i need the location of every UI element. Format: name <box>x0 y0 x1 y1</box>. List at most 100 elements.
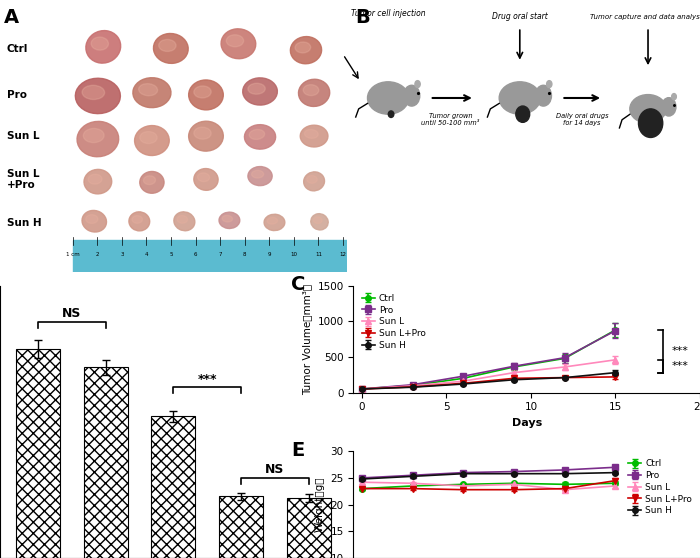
Bar <box>73 239 346 272</box>
Bar <box>219 496 263 558</box>
Text: 6: 6 <box>194 252 197 257</box>
Ellipse shape <box>174 212 195 231</box>
Text: Sun L: Sun L <box>7 131 39 141</box>
Text: Drug oral start: Drug oral start <box>492 12 547 21</box>
Text: Daily oral drugs
for 14 days: Daily oral drugs for 14 days <box>556 113 608 126</box>
Text: 4: 4 <box>145 252 148 257</box>
Ellipse shape <box>516 106 530 122</box>
Ellipse shape <box>88 174 102 184</box>
Ellipse shape <box>300 125 328 147</box>
Ellipse shape <box>194 169 218 190</box>
Ellipse shape <box>82 85 104 99</box>
Ellipse shape <box>415 81 420 88</box>
X-axis label: Days: Days <box>512 418 542 428</box>
Bar <box>16 349 60 558</box>
Ellipse shape <box>188 121 223 151</box>
Ellipse shape <box>132 215 142 223</box>
Ellipse shape <box>311 214 328 230</box>
Text: 9: 9 <box>267 252 271 257</box>
Ellipse shape <box>267 218 277 224</box>
Ellipse shape <box>189 80 223 110</box>
Ellipse shape <box>84 170 112 194</box>
Text: B: B <box>355 8 370 27</box>
Text: ***: *** <box>671 361 688 371</box>
Text: 10: 10 <box>290 252 298 257</box>
Ellipse shape <box>86 215 98 223</box>
Ellipse shape <box>638 109 663 137</box>
Ellipse shape <box>249 129 265 140</box>
Text: Tumor cell injection: Tumor cell injection <box>351 9 426 18</box>
Legend: Ctrl, Pro, Sun L, Sun L+Pro, Sun H: Ctrl, Pro, Sun L, Sun L+Pro, Sun H <box>624 456 696 519</box>
Ellipse shape <box>82 210 106 232</box>
Ellipse shape <box>404 85 420 106</box>
Text: Tumor grown
until 50-100 mm³: Tumor grown until 50-100 mm³ <box>421 113 480 126</box>
Bar <box>151 416 195 558</box>
Text: 3: 3 <box>120 252 124 257</box>
Ellipse shape <box>499 82 540 114</box>
Ellipse shape <box>77 122 119 157</box>
Ellipse shape <box>194 127 211 139</box>
Text: E: E <box>291 441 304 460</box>
Bar <box>83 368 127 558</box>
Text: 8: 8 <box>243 252 246 257</box>
Ellipse shape <box>303 85 319 95</box>
Ellipse shape <box>159 40 176 51</box>
Ellipse shape <box>144 176 155 185</box>
Bar <box>287 498 331 558</box>
Text: 5: 5 <box>169 252 173 257</box>
Ellipse shape <box>248 167 272 186</box>
Y-axis label: Tumor Volume（mm³）: Tumor Volume（mm³） <box>302 283 312 395</box>
Text: NS: NS <box>265 463 285 477</box>
Ellipse shape <box>295 42 311 53</box>
Ellipse shape <box>307 176 317 183</box>
Ellipse shape <box>368 82 409 114</box>
Text: A: A <box>4 8 19 27</box>
Text: ***: *** <box>197 373 217 386</box>
Text: Sun L
+Pro: Sun L +Pro <box>7 169 39 190</box>
Ellipse shape <box>221 29 255 59</box>
Ellipse shape <box>153 33 188 64</box>
Text: Tumor capture and data analysis: Tumor capture and data analysis <box>590 14 700 20</box>
Ellipse shape <box>389 111 394 117</box>
Ellipse shape <box>251 170 264 178</box>
Ellipse shape <box>244 124 276 149</box>
Ellipse shape <box>298 79 330 107</box>
Legend: Ctrl, Pro, Sun L, Sun L+Pro, Sun H: Ctrl, Pro, Sun L, Sun L+Pro, Sun H <box>358 290 429 353</box>
Ellipse shape <box>134 126 169 156</box>
Text: Pro: Pro <box>7 90 27 100</box>
Ellipse shape <box>194 86 211 98</box>
Ellipse shape <box>140 171 164 193</box>
Ellipse shape <box>140 132 157 143</box>
Ellipse shape <box>662 98 676 116</box>
Ellipse shape <box>222 215 232 222</box>
Y-axis label: Weight（g）: Weight（g） <box>315 477 325 532</box>
Ellipse shape <box>129 212 150 231</box>
Ellipse shape <box>304 172 325 191</box>
Ellipse shape <box>547 81 552 88</box>
Ellipse shape <box>314 217 322 223</box>
Ellipse shape <box>264 214 285 230</box>
Text: Ctrl: Ctrl <box>7 44 28 54</box>
Text: 2: 2 <box>96 252 99 257</box>
Text: 12: 12 <box>340 252 346 257</box>
Ellipse shape <box>133 78 171 108</box>
Ellipse shape <box>91 37 108 50</box>
Text: NS: NS <box>62 307 81 320</box>
Ellipse shape <box>630 95 666 123</box>
Ellipse shape <box>86 31 120 63</box>
Ellipse shape <box>197 173 209 182</box>
Text: Sun H: Sun H <box>7 218 41 228</box>
Ellipse shape <box>290 37 321 64</box>
Text: 7: 7 <box>218 252 222 257</box>
Ellipse shape <box>226 35 244 47</box>
Text: 1 cm: 1 cm <box>66 252 80 257</box>
Ellipse shape <box>83 128 104 143</box>
Text: 11: 11 <box>315 252 322 257</box>
Bar <box>0 0 73 272</box>
Text: C: C <box>291 275 305 294</box>
Ellipse shape <box>304 129 318 138</box>
Ellipse shape <box>243 78 277 105</box>
Ellipse shape <box>139 84 158 96</box>
Ellipse shape <box>536 85 552 106</box>
Ellipse shape <box>248 83 265 94</box>
